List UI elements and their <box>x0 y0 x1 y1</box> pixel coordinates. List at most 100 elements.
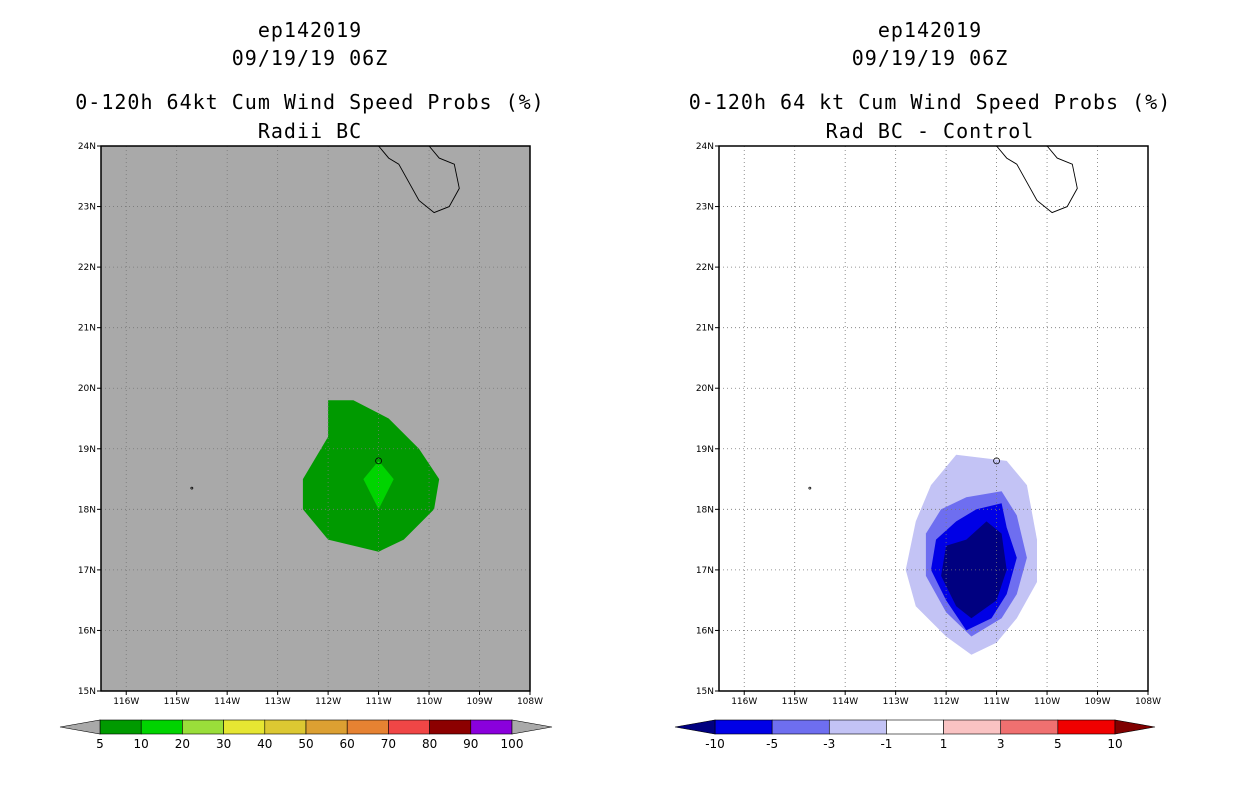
left-colorbar-right-arrow <box>511 719 553 735</box>
right-colorbar-right-arrow <box>1114 719 1156 735</box>
left-colorbar-label-1: 10 <box>134 737 149 751</box>
right-frame <box>718 145 1149 692</box>
right-ytick-4: 20N <box>696 384 714 394</box>
left-colorbar-label-3: 30 <box>216 737 231 751</box>
right-colorbar-segment-3 <box>886 719 944 735</box>
left-storm-id: ep142019 <box>257 18 363 42</box>
left-xtick-2: 114W <box>214 697 240 707</box>
left-ytick-0: 24N <box>78 142 96 152</box>
right-xtick-3: 113W <box>883 697 909 707</box>
left-ytick-7: 17N <box>78 566 96 576</box>
left-ytick-1: 23N <box>78 203 96 213</box>
left-colorbar-label-7: 70 <box>381 737 396 751</box>
left-colorbar-label-0: 5 <box>96 737 104 751</box>
left-chart-subtitle: Radii BC <box>257 119 363 143</box>
right-colorbar-segment-1 <box>771 719 830 735</box>
right-chart-title: 0-120h 64 kt Cum Wind Speed Probs (%) <box>688 90 1172 114</box>
left-colorbar-segment-6 <box>346 719 389 735</box>
left-colorbar-segment-9 <box>470 719 513 735</box>
left-ytick-2: 22N <box>78 263 96 273</box>
right-plot-area <box>719 146 1148 691</box>
left-colorbar-segment-1 <box>140 719 183 735</box>
right-island-0 <box>993 457 1000 465</box>
left-xtick-5: 111W <box>366 697 392 707</box>
right-xtick-2: 114W <box>832 697 858 707</box>
right-contour-1 <box>925 491 1027 637</box>
left-colorbar-segment-4 <box>264 719 307 735</box>
left-ytick-5: 19N <box>78 445 96 455</box>
right-chart-subtitle: Rad BC - Control <box>825 119 1035 143</box>
right-colorbar-segment-5 <box>1000 719 1059 735</box>
right-ytick-9: 15N <box>696 687 714 697</box>
left-xtick-1: 115W <box>164 697 190 707</box>
left-frame <box>100 145 531 692</box>
right-date: 09/19/19 06Z <box>851 46 1009 70</box>
left-xtick-8: 108W <box>517 697 543 707</box>
left-colorbar-label-6: 60 <box>340 737 355 751</box>
right-colorbar-label-7: 10 <box>1107 737 1122 751</box>
left-ytick-4: 20N <box>78 384 96 394</box>
left-colorbar-label-4: 40 <box>257 737 272 751</box>
right-colorbar-segment-6 <box>1057 719 1116 735</box>
right-xtick-6: 110W <box>1034 697 1060 707</box>
right-xtick-1: 115W <box>782 697 808 707</box>
right-xtick-0: 116W <box>731 697 757 707</box>
left-colorbar-segment-0 <box>99 719 142 735</box>
left-xtick-6: 110W <box>416 697 442 707</box>
right-colorbar-left-arrow <box>674 719 716 735</box>
left-colorbar-label-2: 20 <box>175 737 190 751</box>
right-storm-id: ep142019 <box>877 18 983 42</box>
left-colorbar-segment-2 <box>182 719 224 735</box>
right-colorbar-label-0: -10 <box>705 737 725 751</box>
left-plot-area <box>101 146 530 691</box>
right-colorbar-label-4: 1 <box>940 737 948 751</box>
left-colorbar-label-8: 80 <box>422 737 437 751</box>
left-contour-1 <box>363 460 394 510</box>
right-colorbar-segment-0 <box>714 719 773 735</box>
left-xtick-4: 112W <box>315 697 341 707</box>
right-contour-3 <box>941 521 1007 619</box>
left-colorbar-segment-8 <box>429 719 472 735</box>
right-ytick-3: 21N <box>696 324 714 334</box>
left-ytick-3: 21N <box>78 324 96 334</box>
left-ytick-6: 18N <box>78 505 96 515</box>
left-xtick-0: 116W <box>113 697 139 707</box>
right-colorbar-segment-2 <box>828 719 887 735</box>
right-contour-2 <box>931 503 1017 631</box>
right-colorbar-label-1: -5 <box>766 737 778 751</box>
right-ytick-5: 19N <box>696 445 714 455</box>
right-ytick-1: 23N <box>696 203 714 213</box>
right-xtick-4: 112W <box>933 697 959 707</box>
left-coastline <box>378 145 460 214</box>
right-ytick-8: 16N <box>696 626 714 636</box>
right-xtick-8: 108W <box>1135 697 1161 707</box>
right-ytick-0: 24N <box>696 142 714 152</box>
right-ytick-2: 22N <box>696 263 714 273</box>
left-colorbar-label-9: 90 <box>463 737 478 751</box>
left-colorbar-segment-3 <box>223 719 266 735</box>
right-xtick-7: 109W <box>1084 697 1110 707</box>
right-contour-0 <box>905 454 1037 655</box>
right-ytick-7: 17N <box>696 566 714 576</box>
left-colorbar-label-5: 50 <box>298 737 313 751</box>
left-island-0 <box>375 457 382 465</box>
left-colorbar-segment-7 <box>388 719 430 735</box>
right-ytick-6: 18N <box>696 505 714 515</box>
left-contour-0 <box>302 400 440 552</box>
right-colorbar-label-5: 3 <box>997 737 1005 751</box>
left-colorbar-label-10: 100 <box>501 737 524 751</box>
left-chart-title: 0-120h 64kt Cum Wind Speed Probs (%) <box>75 90 545 114</box>
left-date: 09/19/19 06Z <box>231 46 389 70</box>
left-xtick-3: 113W <box>265 697 291 707</box>
right-colorbar-label-6: 5 <box>1054 737 1062 751</box>
right-xtick-5: 111W <box>984 697 1010 707</box>
left-xtick-7: 109W <box>466 697 492 707</box>
right-colorbar-label-3: -1 <box>880 737 892 751</box>
left-ytick-8: 16N <box>78 626 96 636</box>
right-colorbar-segment-4 <box>943 719 1002 735</box>
right-colorbar-label-2: -3 <box>823 737 835 751</box>
left-island-1 <box>190 486 194 490</box>
left-ytick-9: 15N <box>78 687 96 697</box>
right-island-1 <box>808 486 812 490</box>
left-colorbar-segment-5 <box>305 719 348 735</box>
